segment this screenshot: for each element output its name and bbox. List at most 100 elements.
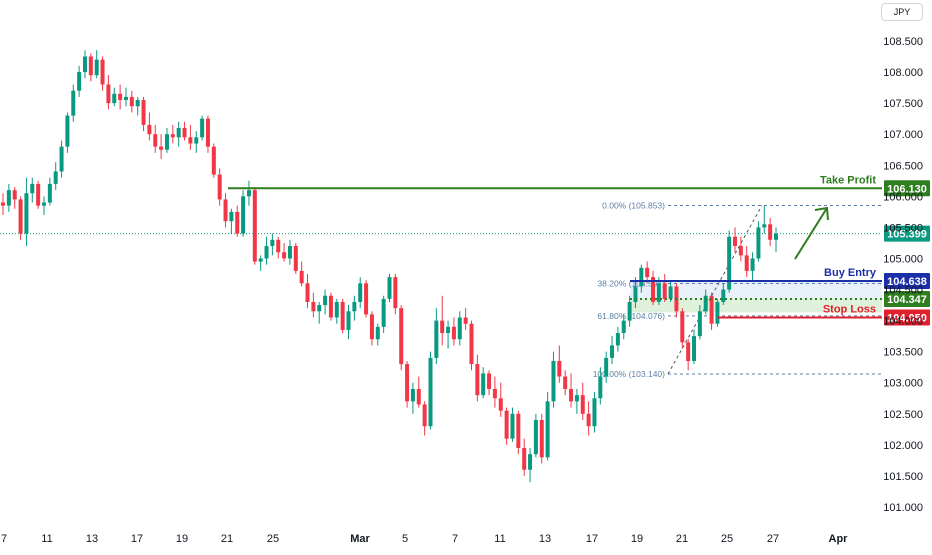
candle-body	[522, 447, 527, 470]
candle-body	[65, 115, 70, 147]
candle	[282, 242, 287, 262]
candle-body	[446, 326, 451, 334]
annotations	[794, 206, 829, 260]
fib-level-label: 0.00% (105.853)	[602, 200, 665, 210]
x-tick-label: 17	[586, 533, 598, 545]
candle-body	[434, 320, 439, 358]
candle-body	[510, 413, 515, 439]
candle	[399, 305, 404, 371]
candle	[82, 50, 87, 79]
candle	[762, 205, 767, 234]
candle-body	[106, 84, 111, 104]
currency-badge[interactable]: JPY	[881, 3, 923, 21]
candle-body	[569, 388, 574, 402]
candle-body	[182, 127, 187, 138]
fib-level-label: 100.00% (103.140)	[593, 369, 665, 379]
price-tag-bg	[884, 291, 930, 308]
candle-body	[194, 137, 199, 144]
candle	[422, 401, 427, 436]
candle	[703, 289, 708, 315]
candle	[381, 295, 386, 334]
candle-body	[738, 246, 743, 256]
candle	[733, 227, 738, 253]
candle	[750, 252, 755, 281]
candle-body	[71, 90, 76, 116]
candle	[135, 96, 140, 116]
candle	[123, 87, 128, 107]
candle-body	[399, 308, 404, 365]
candle	[334, 298, 339, 324]
x-tick-label: 7	[452, 533, 458, 545]
candle-body	[176, 127, 181, 138]
candle-body	[533, 420, 538, 455]
candle-body	[504, 410, 509, 439]
candle	[563, 370, 568, 396]
candle	[194, 131, 199, 153]
candle-body	[774, 233, 778, 240]
candle	[159, 134, 164, 160]
candle-body	[662, 283, 667, 299]
candle-body	[317, 305, 322, 312]
candle	[715, 298, 720, 327]
candle-body	[697, 311, 702, 337]
candle	[592, 392, 597, 433]
candle-body	[539, 420, 544, 458]
current-price-tag: 105.399	[884, 225, 930, 242]
candle-body	[123, 96, 128, 101]
candle-body	[487, 373, 492, 389]
candle-body	[6, 190, 11, 206]
candle-body	[311, 301, 316, 312]
candle-body	[375, 326, 380, 340]
candle	[77, 65, 82, 97]
stop-loss-label: Stop Loss	[823, 303, 876, 315]
candle-body	[492, 388, 497, 399]
candle	[580, 382, 585, 421]
y-tick-label: 103.000	[883, 378, 923, 390]
candle-body	[358, 283, 363, 302]
y-tick-label: 108.000	[883, 67, 923, 79]
price-tag-bg	[884, 309, 930, 326]
price-tag-text: 105.399	[887, 229, 927, 241]
candle	[147, 112, 152, 141]
candle	[434, 308, 439, 365]
candle	[59, 140, 64, 178]
y-tick-label: 102.500	[883, 409, 923, 421]
candle	[352, 295, 357, 321]
trade-levels: Take Profit 106.130 Buy Entry 104.638 104.34…	[0, 174, 930, 326]
entry-label: Buy Entry	[824, 267, 877, 279]
candle-body	[440, 320, 445, 334]
candle	[545, 392, 550, 461]
candle	[756, 221, 761, 262]
y-tick-label: 107.500	[883, 98, 923, 110]
candle	[774, 227, 778, 253]
candle	[504, 407, 509, 445]
candle	[24, 177, 29, 247]
candle	[358, 277, 363, 309]
candle-body	[12, 190, 17, 200]
candle-body	[633, 286, 638, 302]
y-tick-label: 108.500	[883, 36, 923, 48]
price-tag-text: 104.050	[887, 312, 927, 324]
candle-body	[381, 298, 386, 327]
projection-arrow-head	[814, 206, 829, 221]
candle-body	[410, 388, 415, 402]
candle-body	[153, 134, 158, 147]
candle	[533, 413, 538, 458]
price-tag-text: 104.638	[887, 276, 927, 288]
candle	[264, 236, 269, 265]
entry-zone	[630, 280, 882, 300]
x-tick-label: 13	[86, 533, 98, 545]
candle-body	[727, 236, 732, 290]
candle-body	[709, 295, 714, 324]
candle-body	[762, 224, 767, 228]
candle	[586, 401, 591, 436]
candle	[569, 373, 574, 408]
price-tag-bg	[884, 225, 930, 242]
candle-body	[211, 146, 216, 175]
candle-body	[340, 301, 345, 330]
candle	[41, 196, 46, 215]
x-tick-label: 7	[1, 533, 7, 545]
x-tick-label: Apr	[829, 533, 849, 545]
candle	[615, 326, 620, 352]
